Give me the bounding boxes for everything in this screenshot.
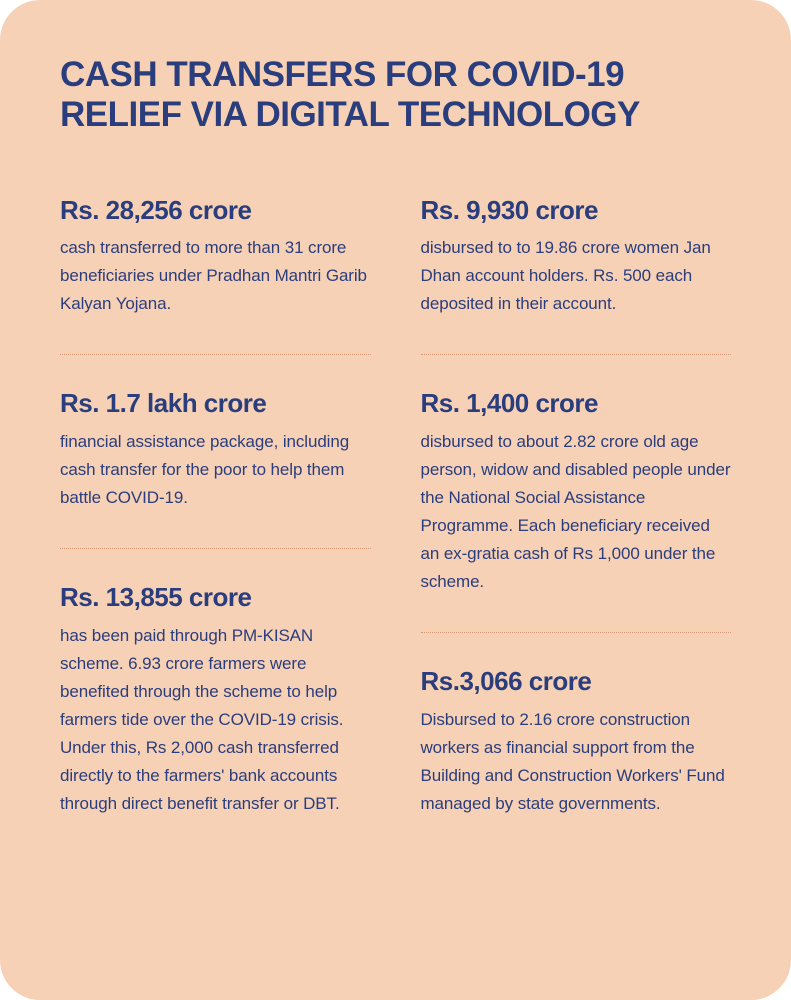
stat-amount: Rs. 1.7 lakh crore: [60, 389, 371, 418]
stat-item: Rs. 28,256 crore cash transferred to mor…: [60, 196, 371, 349]
stat-item: Rs. 1.7 lakh crore financial assistance …: [60, 389, 371, 542]
stat-item: Rs. 1,400 crore disbursed to about 2.82 …: [421, 389, 732, 626]
divider: [60, 354, 371, 355]
stat-amount: Rs.3,066 crore: [421, 667, 732, 696]
stat-desc: financial assistance package, including …: [60, 428, 371, 512]
divider: [60, 548, 371, 549]
stat-item: Rs. 9,930 crore disbursed to to 19.86 cr…: [421, 196, 732, 349]
columns-container: Rs. 28,256 crore cash transferred to mor…: [60, 196, 731, 848]
stat-desc: cash transferred to more than 31 crore b…: [60, 234, 371, 318]
stat-desc: disbursed to about 2.82 crore old age pe…: [421, 428, 732, 596]
stat-desc: Disbursed to 2.16 crore construction wor…: [421, 706, 732, 818]
stat-amount: Rs. 9,930 crore: [421, 196, 732, 225]
stat-amount: Rs. 28,256 crore: [60, 196, 371, 225]
divider: [421, 632, 732, 633]
stat-desc: disbursed to to 19.86 crore women Jan Dh…: [421, 234, 732, 318]
infographic-card: CASH TRANSFERS FOR COVID-19 RELIEF VIA D…: [0, 0, 791, 1000]
stat-amount: Rs. 1,400 crore: [421, 389, 732, 418]
right-column: Rs. 9,930 crore disbursed to to 19.86 cr…: [421, 196, 732, 848]
stat-amount: Rs. 13,855 crore: [60, 583, 371, 612]
stat-item: Rs.3,066 crore Disbursed to 2.16 crore c…: [421, 667, 732, 848]
main-title: CASH TRANSFERS FOR COVID-19 RELIEF VIA D…: [60, 55, 680, 136]
divider: [421, 354, 732, 355]
stat-item: Rs. 13,855 crore has been paid through P…: [60, 583, 371, 848]
stat-desc: has been paid through PM-KISAN scheme. 6…: [60, 622, 371, 818]
left-column: Rs. 28,256 crore cash transferred to mor…: [60, 196, 371, 848]
